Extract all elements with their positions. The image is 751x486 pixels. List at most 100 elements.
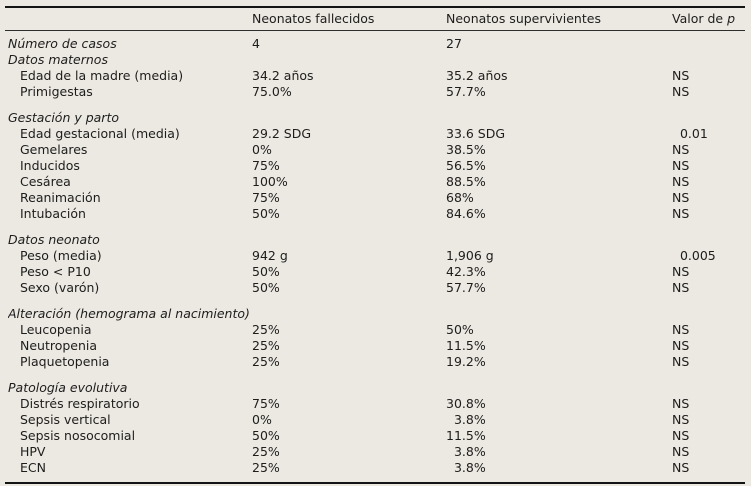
table-row: Cesárea 100% 88.5% NS <box>5 174 745 190</box>
cell-p-value: NS <box>672 174 690 189</box>
cell-fallecidos: 50% <box>252 428 280 443</box>
row-label: Primigestas <box>20 84 93 99</box>
cell-supervivientes: 11.5% <box>446 338 486 353</box>
cell-fallecidos: 25% <box>252 322 280 337</box>
cell-fallecidos: 75% <box>252 158 280 173</box>
cell-fallecidos: 50% <box>252 206 280 221</box>
table-row: HPV 25% 3.8% NS <box>5 444 745 460</box>
cell-supervivientes: 19.2% <box>446 354 486 369</box>
row-label: Neutropenia <box>20 338 98 353</box>
table-row: Neutropenia 25% 11.5% NS <box>5 338 745 354</box>
cell-fallecidos: 34.2 años <box>252 68 314 83</box>
cell-p-value: NS <box>672 264 690 279</box>
table-row: Sexo (varón) 50% 57.7% NS <box>5 280 745 296</box>
cell-p-value <box>669 36 745 52</box>
cell-supervivientes: 27 <box>446 36 462 51</box>
comparison-table: Neonatos fallecidos Neonatos supervivien… <box>5 6 745 484</box>
cell-fallecidos: 25% <box>252 354 280 369</box>
cell-p-value: NS <box>672 68 690 83</box>
cell-p-value: NS <box>672 460 690 475</box>
cell-fallecidos: 75.0% <box>252 84 292 99</box>
table-row: Sepsis nosocomial 50% 11.5% NS <box>5 428 745 444</box>
table-row: Leucopenia 25% 50% NS <box>5 322 745 338</box>
row-label: Distrés respiratorio <box>20 396 140 411</box>
cell-fallecidos: 0% <box>252 142 272 157</box>
cell-fallecidos: 100% <box>252 174 288 189</box>
row-label: ECN <box>20 460 46 475</box>
cell-fallecidos: 25% <box>252 338 280 353</box>
section-label: Datos maternos <box>8 52 108 67</box>
p-value-label-prefix: Valor de <box>672 11 728 26</box>
row-label: Intubación <box>20 206 86 221</box>
row-label: Peso (media) <box>20 248 102 263</box>
section-row: Gestación y parto <box>5 110 745 126</box>
cell-supervivientes: 3.8% <box>446 460 486 475</box>
cell-p-value: NS <box>672 190 690 205</box>
row-label: Leucopenia <box>20 322 92 337</box>
cell-supervivientes: 50% <box>446 322 474 337</box>
table-body: Número de casos 4 27 Datos maternos Edad de … <box>5 31 745 482</box>
section-label: Gestación y parto <box>8 110 119 125</box>
row-label: Edad de la madre (media) <box>20 68 184 83</box>
table-header-row: Neonatos fallecidos Neonatos supervivien… <box>5 8 745 31</box>
cell-supervivientes: 68% <box>446 190 474 205</box>
cell-p-value: 0.01 <box>672 126 708 141</box>
row-label: Número de casos <box>8 36 117 51</box>
header-col-supervivientes: Neonatos supervivientes <box>446 11 601 26</box>
row-label: Cesárea <box>20 174 71 189</box>
cell-supervivientes: 11.5% <box>446 428 486 443</box>
section-row: Patología evolutiva <box>5 380 745 396</box>
cell-supervivientes: 1,906 g <box>446 248 494 263</box>
cell-p-value: NS <box>672 206 690 221</box>
cell-p-value: NS <box>672 396 690 411</box>
cell-supervivientes: 57.7% <box>446 84 486 99</box>
cell-p-value: NS <box>672 280 690 295</box>
cell-fallecidos: 942 g <box>252 248 288 263</box>
cell-supervivientes: 57.7% <box>446 280 486 295</box>
cell-p-value: NS <box>672 428 690 443</box>
cell-p-value: NS <box>672 354 690 369</box>
table-row: Edad de la madre (media) 34.2 años 35.2 añ… <box>5 68 745 84</box>
table-row: Plaquetopenia 25% 19.2% NS <box>5 354 745 370</box>
cell-supervivientes: 56.5% <box>446 158 486 173</box>
cell-p-value: NS <box>672 444 690 459</box>
cell-fallecidos: 75% <box>252 396 280 411</box>
cell-p-value: NS <box>672 412 690 427</box>
table-row: Distrés respiratorio 75% 30.8% NS <box>5 396 745 412</box>
row-label: Sepsis vertical <box>20 412 111 427</box>
cell-p-value: NS <box>672 84 690 99</box>
cell-p-value: NS <box>672 142 690 157</box>
table-row: Reanimación 75% 68% NS <box>5 190 745 206</box>
cell-p-value: NS <box>672 158 690 173</box>
cell-supervivientes: 30.8% <box>446 396 486 411</box>
section-row: Datos neonato <box>5 232 745 248</box>
section-label: Datos neonato <box>8 232 100 247</box>
section-label: Patología evolutiva <box>8 380 128 395</box>
table-row: Edad gestacional (media) 29.2 SDG 33.6 SDG… <box>5 126 745 142</box>
row-label: Edad gestacional (media) <box>20 126 180 141</box>
table-row: Número de casos 4 27 <box>5 36 745 52</box>
cell-fallecidos: 4 <box>252 36 260 51</box>
section-row: Datos maternos <box>5 52 745 68</box>
section-label: Alteración (hemograma al nacimiento) <box>8 306 250 321</box>
table-row: Inducidos 75% 56.5% NS <box>5 158 745 174</box>
cell-supervivientes: 3.8% <box>446 412 486 427</box>
cell-p-value: NS <box>672 338 690 353</box>
cell-supervivientes: 88.5% <box>446 174 486 189</box>
cell-supervivientes: 38.5% <box>446 142 486 157</box>
p-value-label-symbol: p <box>727 11 736 26</box>
cell-fallecidos: 29.2 SDG <box>252 126 312 141</box>
row-label: Inducidos <box>20 158 80 173</box>
table-row: Intubación 50% 84.6% NS <box>5 206 745 222</box>
cell-supervivientes: 84.6% <box>446 206 486 221</box>
cell-supervivientes: 35.2 años <box>446 68 508 83</box>
row-label: Sexo (varón) <box>20 280 100 295</box>
cell-fallecidos: 50% <box>252 264 280 279</box>
row-label: Peso < P10 <box>20 264 91 279</box>
row-label: Reanimación <box>20 190 101 205</box>
row-label: HPV <box>20 444 46 459</box>
cell-supervivientes: 3.8% <box>446 444 486 459</box>
table-row: Peso < P10 50% 42.3% NS <box>5 264 745 280</box>
cell-fallecidos: 50% <box>252 280 280 295</box>
header-col-p-value: Valor de p <box>669 8 745 30</box>
